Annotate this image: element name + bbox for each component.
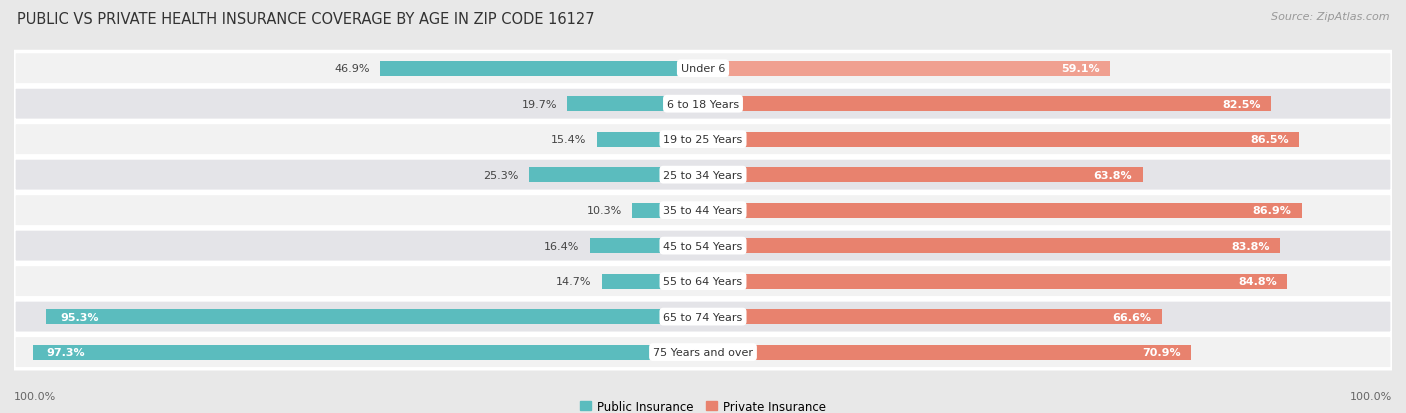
Text: 95.3%: 95.3%	[60, 312, 98, 322]
Text: 75 Years and over: 75 Years and over	[652, 347, 754, 357]
Text: 66.6%: 66.6%	[1112, 312, 1152, 322]
Bar	[703, 309, 1161, 324]
Text: 19.7%: 19.7%	[522, 100, 557, 109]
Text: 97.3%: 97.3%	[46, 347, 86, 357]
Text: 19 to 25 Years: 19 to 25 Years	[664, 135, 742, 145]
FancyBboxPatch shape	[14, 229, 1392, 263]
Bar	[633, 203, 703, 218]
Text: 6 to 18 Years: 6 to 18 Years	[666, 100, 740, 109]
Text: Under 6: Under 6	[681, 64, 725, 74]
Text: Source: ZipAtlas.com: Source: ZipAtlas.com	[1271, 12, 1389, 22]
Text: 63.8%: 63.8%	[1094, 170, 1132, 180]
FancyBboxPatch shape	[14, 88, 1392, 121]
Legend: Public Insurance, Private Insurance: Public Insurance, Private Insurance	[575, 395, 831, 413]
Bar	[598, 133, 703, 147]
Text: 82.5%: 82.5%	[1223, 100, 1261, 109]
Text: 45 to 54 Years: 45 to 54 Years	[664, 241, 742, 251]
Text: PUBLIC VS PRIVATE HEALTH INSURANCE COVERAGE BY AGE IN ZIP CODE 16127: PUBLIC VS PRIVATE HEALTH INSURANCE COVER…	[17, 12, 595, 27]
Bar	[703, 203, 1302, 218]
Text: 83.8%: 83.8%	[1232, 241, 1270, 251]
Text: 59.1%: 59.1%	[1062, 64, 1099, 74]
FancyBboxPatch shape	[14, 123, 1392, 157]
Bar	[703, 168, 1143, 183]
Bar	[529, 168, 703, 183]
Text: 86.9%: 86.9%	[1253, 206, 1291, 216]
FancyBboxPatch shape	[14, 300, 1392, 333]
Text: 35 to 44 Years: 35 to 44 Years	[664, 206, 742, 216]
Bar	[703, 239, 1281, 254]
Text: 100.0%: 100.0%	[14, 391, 56, 401]
Bar	[591, 239, 703, 254]
Text: 25.3%: 25.3%	[484, 170, 519, 180]
Text: 10.3%: 10.3%	[586, 206, 621, 216]
Text: 86.5%: 86.5%	[1250, 135, 1289, 145]
Bar	[602, 274, 703, 289]
FancyBboxPatch shape	[14, 336, 1392, 369]
Text: 65 to 74 Years: 65 to 74 Years	[664, 312, 742, 322]
Bar	[567, 97, 703, 112]
Text: 70.9%: 70.9%	[1143, 347, 1181, 357]
FancyBboxPatch shape	[14, 194, 1392, 227]
Bar	[32, 345, 703, 360]
Bar	[703, 274, 1288, 289]
Text: 55 to 64 Years: 55 to 64 Years	[664, 276, 742, 287]
Bar	[703, 345, 1191, 360]
FancyBboxPatch shape	[14, 159, 1392, 192]
Text: 46.9%: 46.9%	[335, 64, 370, 74]
Bar	[703, 97, 1271, 112]
Bar	[703, 133, 1299, 147]
Bar	[380, 62, 703, 76]
Text: 14.7%: 14.7%	[555, 276, 592, 287]
Text: 84.8%: 84.8%	[1239, 276, 1277, 287]
Text: 15.4%: 15.4%	[551, 135, 586, 145]
Bar	[703, 62, 1111, 76]
FancyBboxPatch shape	[14, 265, 1392, 298]
Text: 100.0%: 100.0%	[1350, 391, 1392, 401]
Text: 25 to 34 Years: 25 to 34 Years	[664, 170, 742, 180]
Bar	[46, 309, 703, 324]
Text: 16.4%: 16.4%	[544, 241, 579, 251]
FancyBboxPatch shape	[14, 52, 1392, 85]
